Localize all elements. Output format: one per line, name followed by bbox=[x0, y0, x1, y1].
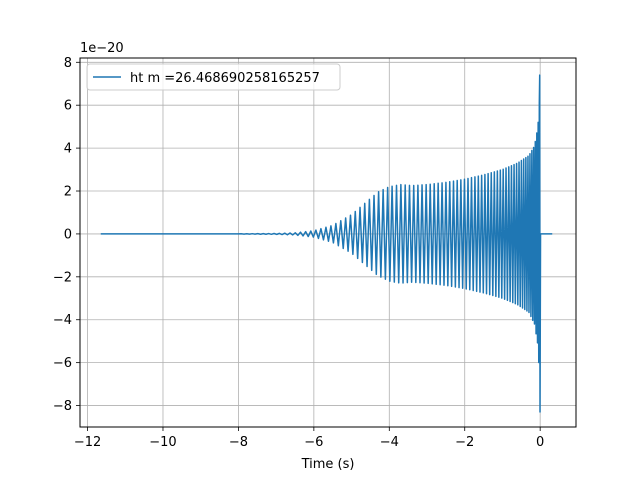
y-tick-label: 0 bbox=[64, 227, 72, 242]
y-tick-label: −2 bbox=[53, 270, 72, 285]
y-offset-label: 1e−20 bbox=[80, 41, 124, 56]
x-tick-label: −2 bbox=[455, 435, 474, 450]
legend: ht m =26.468690258165257 bbox=[86, 63, 341, 91]
x-tick-label: −8 bbox=[229, 435, 248, 450]
legend-label: ht m =26.468690258165257 bbox=[130, 71, 320, 86]
x-tick-label: −4 bbox=[380, 435, 399, 450]
axes-frame bbox=[79, 57, 577, 428]
y-tick-label: 6 bbox=[64, 99, 72, 114]
y-tick-label: 8 bbox=[64, 56, 72, 71]
y-tick-label: 4 bbox=[64, 142, 72, 157]
x-tick-label: 0 bbox=[536, 435, 544, 450]
y-tick-label: −6 bbox=[53, 356, 72, 371]
y-tick-label: 2 bbox=[64, 185, 72, 200]
x-tick-label: −6 bbox=[304, 435, 323, 450]
y-tick-label: −4 bbox=[53, 313, 72, 328]
y-ticks: −8 −6 −4 −2 0 2 4 6 8 bbox=[53, 56, 80, 414]
y-tick-label: −8 bbox=[53, 399, 72, 414]
series-group bbox=[100, 74, 553, 413]
x-axis-label: Time (s) bbox=[301, 457, 355, 472]
legend-box bbox=[86, 63, 341, 91]
x-tick-label: −12 bbox=[74, 435, 101, 450]
series-line bbox=[100, 74, 553, 413]
x-ticks: −12 −10 −8 −6 −4 −2 0 bbox=[74, 427, 544, 450]
x-tick-label: −10 bbox=[149, 435, 176, 450]
